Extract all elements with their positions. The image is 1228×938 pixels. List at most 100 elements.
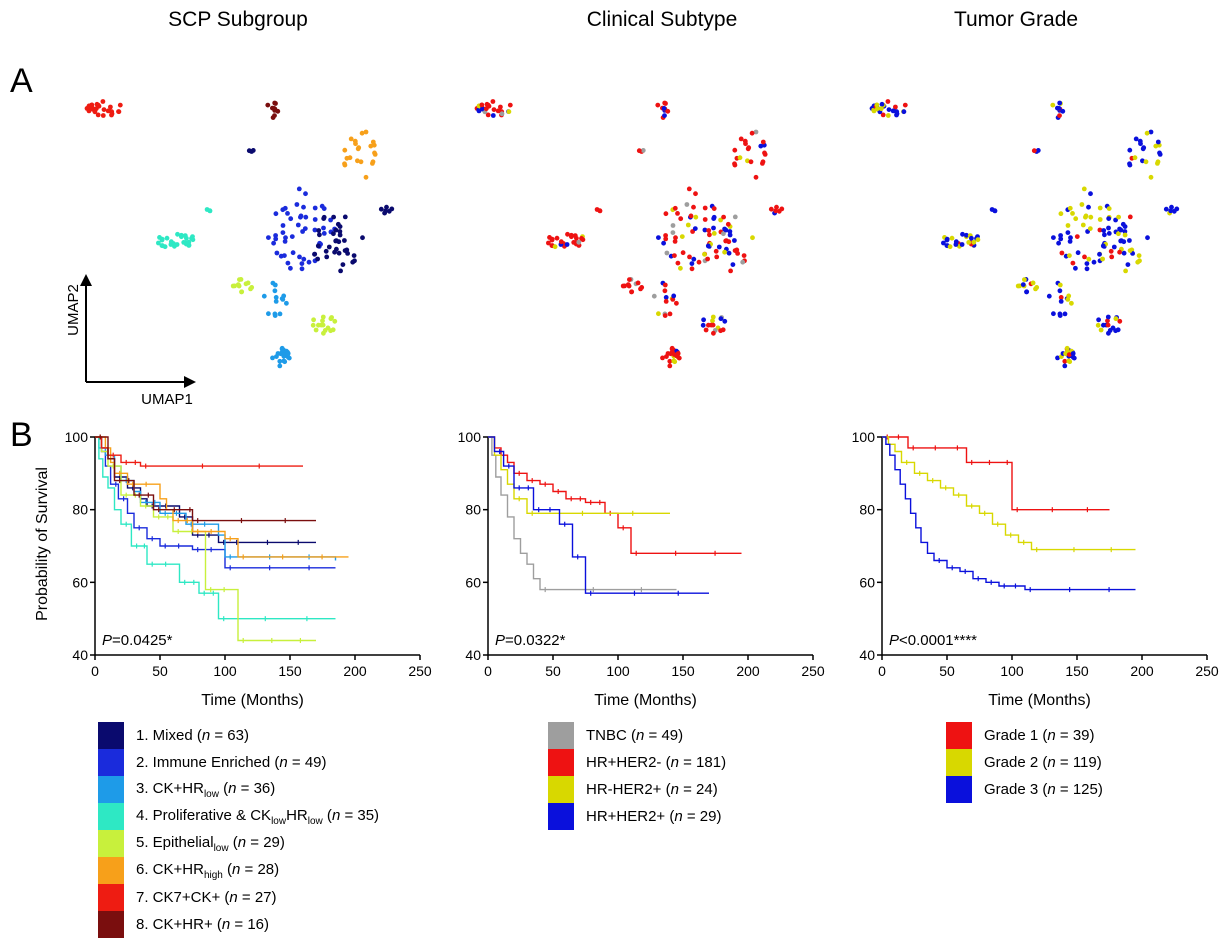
umap-point	[370, 159, 376, 165]
umap-point	[246, 148, 252, 154]
umap-point	[664, 250, 670, 256]
umap-point	[663, 299, 669, 304]
umap-point	[1105, 314, 1111, 320]
umap-point	[368, 143, 374, 149]
umap-point	[298, 213, 304, 219]
umap-point	[1058, 295, 1064, 300]
umap-point	[665, 108, 671, 114]
umap-point	[672, 239, 678, 244]
umap-point	[663, 295, 669, 300]
umap-point	[702, 205, 708, 211]
umap-point	[975, 237, 981, 243]
km-plot-0: 0 50 100 150 200 250 40 60 80 100 Time (Months) Pro…	[34, 429, 432, 709]
survival-curve	[95, 436, 336, 569]
legend-item: TNBC (n = 49)	[548, 722, 726, 749]
umap-point	[186, 239, 192, 245]
umap-point	[484, 101, 490, 107]
umap-point	[235, 282, 241, 287]
umap-point	[716, 244, 722, 250]
legend-label: 6. CK+HRhigh (n = 28)	[136, 860, 280, 881]
umap1-arrowhead	[184, 376, 196, 388]
umap-point	[383, 208, 389, 214]
umap-point	[1081, 186, 1087, 192]
legend-swatch	[946, 776, 972, 803]
umap-point	[746, 145, 752, 151]
umap-point	[162, 244, 168, 250]
umap-point	[885, 113, 891, 118]
legend-item: 8. CK+HR+ (n = 16)	[98, 911, 379, 938]
umap-point	[1065, 230, 1071, 236]
umap-point	[1088, 214, 1094, 220]
umap-point	[281, 293, 287, 299]
umap-point	[890, 108, 896, 114]
umap-point	[1106, 216, 1112, 222]
umap-point	[705, 243, 711, 249]
umap-point	[558, 239, 564, 245]
umap-point	[1091, 259, 1097, 265]
umap-point	[1067, 205, 1073, 211]
umap-point	[707, 232, 712, 238]
umap-point	[1062, 363, 1068, 369]
umap-point	[168, 239, 174, 245]
legend-swatch	[98, 857, 124, 884]
umap-point	[190, 237, 196, 243]
umap-point	[663, 211, 669, 217]
umap-point	[1035, 148, 1041, 153]
umap-point	[1058, 299, 1064, 304]
umap-point	[337, 229, 343, 234]
umap-point	[749, 130, 755, 136]
umap-point	[1057, 282, 1063, 288]
umap-point	[483, 106, 489, 112]
umap-point	[684, 202, 690, 207]
umap-point	[312, 227, 318, 233]
umap-point	[662, 100, 668, 106]
umap-point	[718, 328, 723, 334]
umap-point	[480, 106, 485, 112]
umap-point	[184, 235, 189, 241]
umap-point	[902, 102, 908, 108]
umap-point	[1122, 229, 1128, 234]
umap-point	[1127, 214, 1133, 220]
umap-point	[282, 239, 288, 244]
survival-curve	[95, 436, 303, 467]
legend-swatch	[946, 722, 972, 749]
umap-point	[1116, 214, 1121, 220]
umap-point	[363, 174, 369, 180]
umap-point	[302, 226, 308, 232]
y-tick-label: 100	[852, 429, 876, 445]
legend-item: 7. CK7+CK+ (n = 27)	[98, 884, 379, 911]
umap-point	[1057, 288, 1063, 294]
column-title-tumor-grade: Tumor Grade	[953, 8, 1079, 31]
umap-point	[1106, 225, 1111, 231]
umap-point	[702, 217, 708, 222]
y-tick-label: 40	[465, 647, 481, 663]
umap-point	[723, 227, 729, 233]
umap-point	[332, 249, 337, 255]
umap-point	[730, 262, 736, 267]
umap-point	[1058, 211, 1064, 217]
umap-point	[348, 136, 354, 142]
legend-swatch	[98, 911, 124, 938]
umap-point	[1102, 232, 1107, 238]
umap-point	[693, 191, 698, 197]
umap-point	[718, 316, 724, 322]
legend-swatch	[548, 776, 574, 803]
survival-curve	[488, 436, 677, 591]
umap-point	[306, 259, 312, 265]
umap-point	[1132, 155, 1138, 161]
umap-point	[656, 311, 661, 317]
column-title-scp-subgroup: SCP Subgroup	[168, 8, 308, 31]
umap-point	[284, 300, 289, 306]
umap-point	[1125, 262, 1131, 267]
umap-point	[491, 107, 497, 112]
umap-point	[662, 313, 668, 318]
umap-point	[671, 352, 677, 357]
umap-point	[1105, 322, 1111, 328]
umap-point	[321, 330, 326, 336]
umap-point	[878, 106, 884, 112]
umap-point	[669, 345, 675, 351]
umap-point	[549, 237, 555, 243]
umap-point	[1109, 254, 1115, 260]
umap-point	[1069, 300, 1074, 306]
umap-point	[179, 232, 184, 238]
